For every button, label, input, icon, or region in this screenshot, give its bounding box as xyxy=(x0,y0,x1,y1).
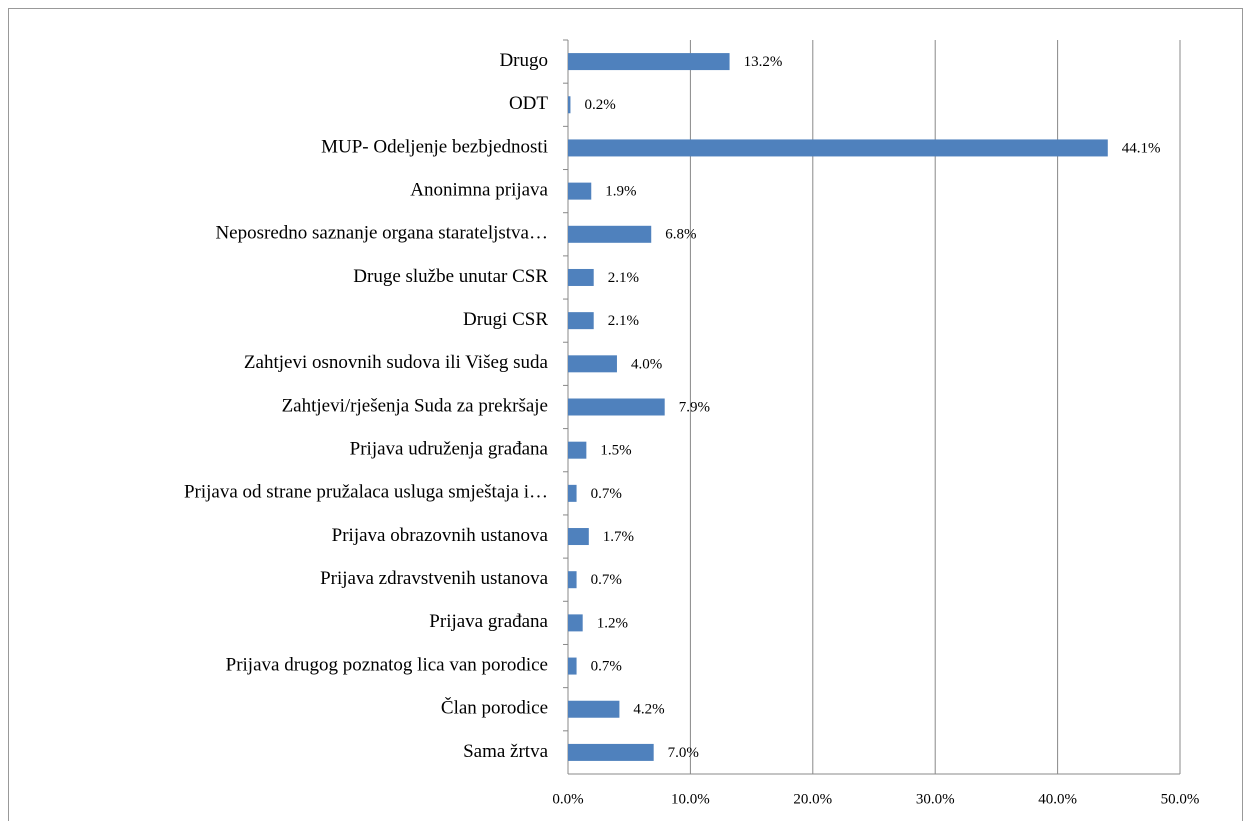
bar xyxy=(568,268,594,286)
bar xyxy=(568,139,1108,157)
y-tick-label: MUP- Odeljenje bezbjednosti xyxy=(321,136,548,157)
y-tick-label: Drugi CSR xyxy=(463,309,548,330)
y-tick-label: ODT xyxy=(509,93,548,114)
y-tick-label: Prijava od strane pružalaca usluga smješ… xyxy=(184,482,548,503)
bar xyxy=(568,96,571,114)
y-tick-label: Anonimna prijava xyxy=(410,179,548,200)
y-tick-label: Zahtjevi osnovnih sudova ili Višeg suda xyxy=(244,352,549,373)
value-label: 7.0% xyxy=(668,745,699,761)
y-tick-label: Prijava građana xyxy=(429,611,548,632)
y-tick-label: Prijava udruženja građana xyxy=(350,439,549,460)
value-label: 7.9% xyxy=(679,399,710,415)
y-tick-label: Neposredno saznanje organa starateljstva… xyxy=(215,223,548,244)
value-label: 2.1% xyxy=(608,313,639,329)
bar xyxy=(568,53,730,71)
y-tick-label: Druge službe unutar CSR xyxy=(353,266,548,287)
y-tick-label: Sama žrtva xyxy=(463,741,549,762)
value-label: 0.7% xyxy=(591,572,622,588)
value-label: 2.1% xyxy=(608,270,639,286)
value-label: 4.0% xyxy=(631,356,662,372)
bar xyxy=(568,614,583,632)
value-label: 0.2% xyxy=(584,97,615,113)
bar xyxy=(568,484,577,502)
x-tick-label: 10.0% xyxy=(671,791,710,807)
x-tick-label: 0.0% xyxy=(552,791,583,807)
bar xyxy=(568,225,652,243)
value-label: 6.8% xyxy=(665,227,696,243)
frame xyxy=(8,8,1243,821)
x-tick-label: 50.0% xyxy=(1161,791,1200,807)
x-tick-label: 40.0% xyxy=(1038,791,1077,807)
value-label: 0.7% xyxy=(591,658,622,674)
y-tick-label: Prijava obrazovnih ustanova xyxy=(332,525,549,546)
value-label: 44.1% xyxy=(1122,140,1161,156)
bar xyxy=(568,657,577,675)
bar xyxy=(568,528,589,546)
value-label: 4.2% xyxy=(633,702,664,718)
y-tick-label: Drugo xyxy=(499,50,548,71)
x-tick-label: 20.0% xyxy=(793,791,832,807)
bar xyxy=(568,571,577,589)
value-label: 0.7% xyxy=(591,486,622,502)
y-tick-label: Prijava zdravstvenih ustanova xyxy=(320,568,549,589)
value-label: 1.5% xyxy=(600,443,631,459)
value-label: 1.9% xyxy=(605,184,636,200)
bar xyxy=(568,398,665,416)
bar xyxy=(568,743,654,761)
bar xyxy=(568,182,592,200)
value-label: 1.2% xyxy=(597,615,628,631)
bar xyxy=(568,441,587,459)
y-tick-label: Član porodice xyxy=(441,697,548,719)
y-tick-label: Zahtjevi/rješenja Suda za prekršaje xyxy=(282,395,548,416)
x-tick-label: 30.0% xyxy=(916,791,955,807)
value-label: 1.7% xyxy=(603,529,634,545)
value-label: 13.2% xyxy=(744,54,783,70)
bar xyxy=(568,355,617,373)
bar xyxy=(568,700,620,718)
bar xyxy=(568,312,594,330)
y-tick-label: Prijava drugog poznatog lica van porodic… xyxy=(226,654,548,675)
